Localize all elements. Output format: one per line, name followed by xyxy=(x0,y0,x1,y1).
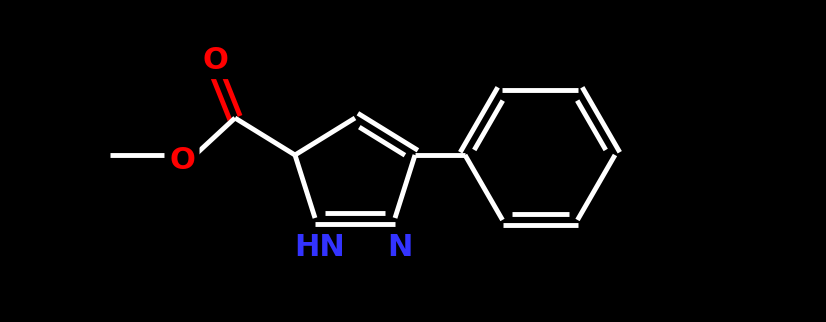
Text: HN: HN xyxy=(295,233,345,262)
Text: O: O xyxy=(202,45,228,74)
Text: O: O xyxy=(169,146,195,175)
Text: N: N xyxy=(387,233,413,262)
